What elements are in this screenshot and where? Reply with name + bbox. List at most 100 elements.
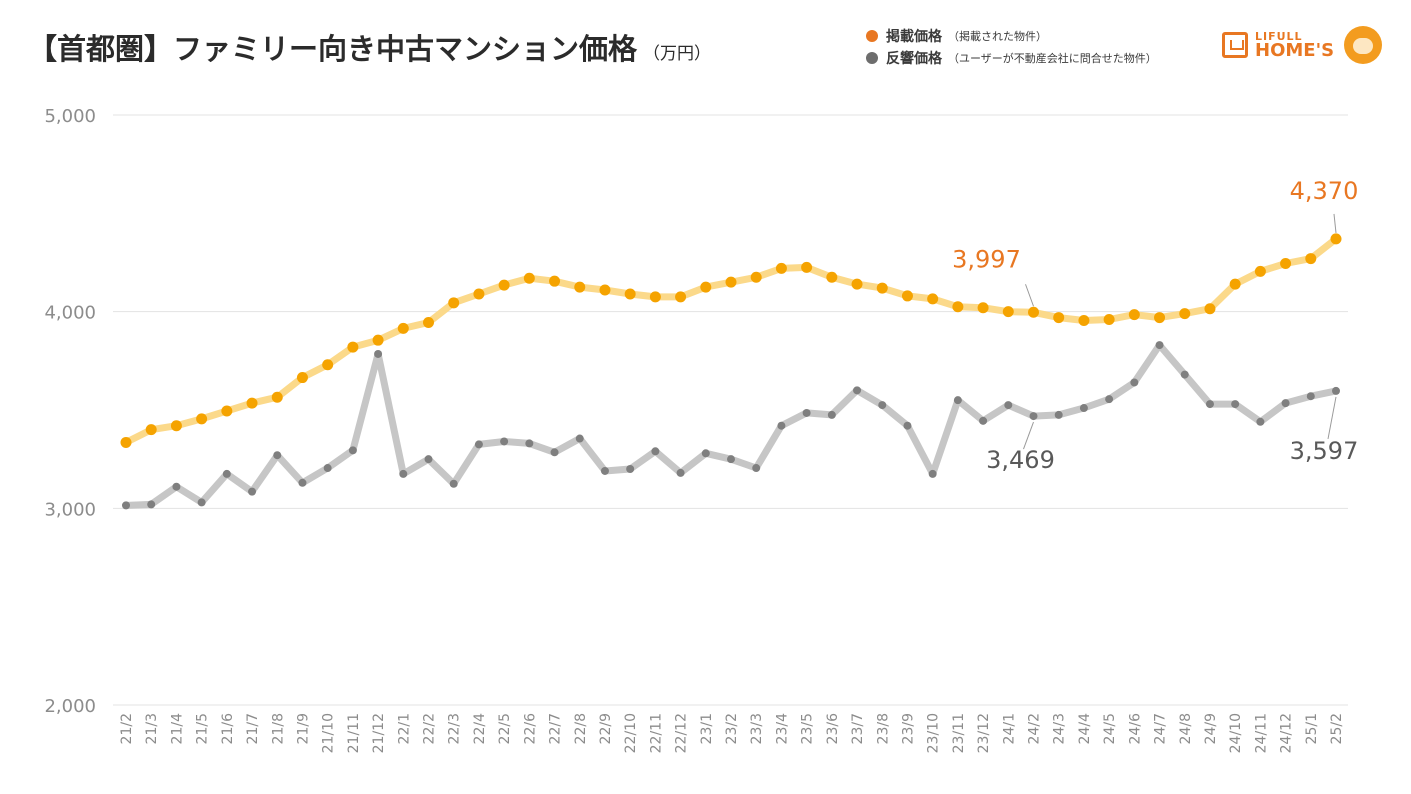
data-point: [122, 501, 130, 510]
x-tick-label: 24/4: [1077, 713, 1093, 745]
x-tick-label: 25/2: [1329, 713, 1345, 744]
data-point: [1155, 341, 1164, 350]
data-point: [952, 301, 964, 313]
data-point: [248, 487, 257, 496]
y-tick-label: 3,000: [44, 499, 96, 520]
legend-label-listed: 掲載価格: [886, 29, 942, 45]
data-label: 3,997: [952, 245, 1021, 273]
data-point: [423, 316, 434, 328]
data-point: [1231, 400, 1240, 409]
data-point: [474, 440, 483, 449]
x-tick-label: 21/12: [371, 713, 387, 753]
data-point: [120, 436, 132, 448]
annotation-leader: [1327, 396, 1337, 440]
data-point: [1205, 400, 1214, 409]
data-point: [979, 416, 988, 425]
data-point: [574, 281, 586, 293]
legend-dot-listed: [866, 30, 878, 42]
data-point: [273, 451, 282, 460]
x-tick-label: 21/11: [346, 713, 362, 753]
data-point: [372, 334, 384, 346]
y-tick-label: 2,000: [44, 696, 96, 717]
data-point: [725, 276, 737, 288]
x-tick-label: 22/9: [598, 713, 614, 744]
data-point: [1154, 312, 1166, 324]
data-point: [901, 290, 913, 302]
data-point: [853, 386, 862, 395]
data-point: [624, 288, 636, 300]
data-point: [549, 275, 561, 287]
legend-note-listed: （掲載された物件）: [948, 30, 1047, 43]
data-point: [903, 421, 912, 430]
x-tick-label: 22/5: [497, 713, 513, 744]
x-tick-label: 23/1: [699, 713, 715, 744]
data-point: [1028, 306, 1039, 318]
data-point: [1004, 401, 1013, 410]
data-point: [399, 469, 408, 478]
data-point: [827, 410, 836, 419]
data-point: [651, 447, 660, 456]
x-tick-label: 22/6: [522, 713, 538, 745]
logo-line1: LIFULL: [1255, 29, 1303, 43]
logo-line2: HOME'S: [1255, 39, 1335, 61]
x-tick-label: 22/4: [472, 713, 488, 745]
annotation-leader: [1023, 421, 1034, 450]
x-tick-label: 21/6: [220, 713, 236, 745]
data-point: [775, 262, 787, 274]
legend-item-listed: 掲載価格 （掲載された物件）: [866, 25, 1157, 47]
data-point: [1254, 265, 1266, 277]
x-tick-label: 21/8: [270, 713, 286, 744]
x-tick-label: 22/10: [623, 713, 639, 753]
data-point: [424, 455, 433, 464]
data-point: [1332, 386, 1340, 395]
x-tick-label: 24/3: [1052, 713, 1068, 744]
x-tick-label: 23/5: [800, 713, 816, 744]
data-point: [397, 322, 409, 334]
x-tick-label: 24/5: [1102, 713, 1118, 744]
x-tick-label: 24/11: [1253, 713, 1269, 753]
data-point: [851, 278, 863, 290]
data-point: [675, 291, 687, 303]
x-tick-label: 22/12: [674, 713, 690, 753]
data-point: [1105, 395, 1114, 404]
data-point: [626, 465, 635, 473]
data-point: [348, 446, 357, 455]
data-point: [701, 449, 710, 458]
data-point: [1078, 315, 1090, 327]
data-label: 3,597: [1290, 437, 1359, 465]
data-point: [498, 279, 510, 291]
x-tick-label: 23/11: [951, 713, 967, 753]
x-tick-label: 23/7: [850, 713, 866, 744]
data-point: [448, 297, 460, 309]
data-point: [473, 288, 485, 300]
brand-logo: LIFULL HOME'S: [1222, 24, 1383, 66]
data-point: [523, 272, 535, 284]
x-tick-label: 22/8: [573, 713, 589, 744]
x-tick-label: 23/2: [724, 713, 740, 744]
x-tick-label: 24/1: [1001, 713, 1017, 744]
x-tick-label: 21/3: [144, 713, 160, 744]
chart-title: 【首都圏】ファミリー向き中古マンション価格 （万円）: [28, 26, 711, 68]
data-point: [525, 439, 534, 448]
data-point: [1305, 253, 1317, 265]
x-tick-label: 24/12: [1279, 713, 1295, 753]
data-point: [222, 469, 231, 478]
data-point: [323, 464, 332, 473]
data-point: [599, 284, 611, 296]
data-point: [347, 341, 359, 353]
data-point: [876, 282, 888, 294]
annotation-leader: [1333, 213, 1337, 233]
x-tick-label: 24/8: [1178, 713, 1194, 744]
chart-title-text: 【首都圏】ファミリー向き中古マンション価格: [28, 32, 638, 66]
x-tick-label: 21/5: [195, 713, 211, 744]
data-point: [1130, 378, 1139, 387]
x-tick-label: 22/11: [648, 713, 664, 753]
data-point: [1204, 303, 1216, 315]
data-point: [700, 281, 712, 293]
legend-dot-response: [866, 52, 878, 64]
data-point: [374, 349, 383, 358]
x-tick-label: 24/9: [1203, 713, 1219, 744]
y-tick-label: 5,000: [44, 106, 96, 127]
data-point: [1029, 412, 1038, 421]
data-label: 3,469: [986, 446, 1055, 474]
